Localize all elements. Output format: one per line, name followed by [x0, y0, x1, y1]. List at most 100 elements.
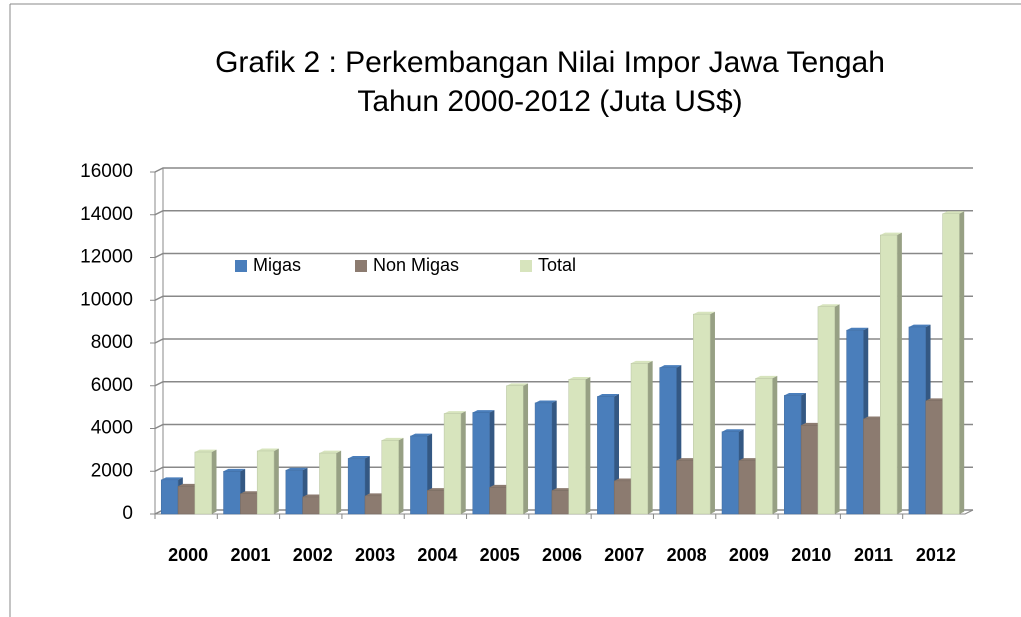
bar-face — [738, 458, 761, 461]
bar — [568, 376, 591, 515]
bar-face — [659, 367, 677, 515]
x-tick-label: 2003 — [355, 545, 395, 565]
bar-face — [161, 477, 183, 480]
x-tick-label: 2001 — [230, 545, 270, 565]
bar-face — [285, 469, 303, 515]
bar-face — [443, 413, 462, 515]
chart-title: Grafik 2 : Perkembangan Nilai Impor Jawa… — [215, 46, 885, 79]
bar-face — [472, 410, 495, 413]
bar-face — [846, 329, 864, 515]
bar-face — [863, 416, 886, 419]
bar-face — [959, 211, 965, 514]
bar-face — [585, 376, 591, 514]
bar-face — [908, 324, 931, 327]
bar-face — [274, 448, 279, 514]
x-tick-label: 2007 — [604, 545, 644, 565]
bar-face — [460, 411, 466, 514]
legend-label: Migas — [253, 255, 301, 275]
bar — [443, 411, 466, 515]
bar-face — [925, 398, 948, 401]
bar-face — [534, 402, 553, 515]
bar-face — [614, 478, 636, 481]
bar-face — [240, 493, 258, 515]
grid-line — [154, 252, 973, 259]
bar — [381, 437, 404, 515]
bar-face — [755, 378, 773, 515]
bar — [693, 311, 715, 515]
y-tick-label: 4000 — [91, 418, 133, 439]
bar — [817, 304, 840, 515]
bar-face — [364, 495, 383, 515]
bar-face — [178, 483, 200, 487]
bar-face — [925, 400, 943, 515]
bar-face — [659, 365, 682, 368]
x-tick-label: 2012 — [916, 545, 956, 565]
bar-face — [336, 450, 342, 514]
y-tick-label: 10000 — [80, 289, 133, 310]
bar-face — [693, 313, 711, 515]
bar-face — [908, 326, 926, 515]
chart-title: Tahun 2000-2012 (Juta US$) — [357, 85, 742, 118]
legend-swatch — [235, 260, 247, 272]
y-tick-label: 6000 — [91, 375, 133, 396]
x-tick-label: 2010 — [791, 545, 831, 565]
bar-face — [721, 431, 740, 515]
bar-face — [568, 379, 586, 515]
bar-face — [568, 376, 591, 380]
bar-face — [942, 213, 960, 515]
bar-face — [319, 450, 342, 454]
bar-face — [506, 385, 524, 515]
bar-face — [942, 211, 965, 214]
bar-face — [489, 484, 512, 488]
bar-face — [223, 468, 246, 472]
bar-face — [693, 311, 715, 315]
bar-face — [551, 400, 557, 514]
bar-face — [348, 456, 370, 459]
bar-face — [817, 306, 836, 515]
x-tick-label: 2004 — [417, 545, 457, 565]
legend-swatch — [355, 260, 367, 272]
bar-face — [722, 429, 744, 432]
bar-face — [551, 488, 574, 491]
bar-face — [880, 232, 902, 236]
bar-face — [177, 485, 196, 515]
legend-label: Total — [538, 255, 576, 275]
legend-label: Non Migas — [373, 255, 459, 275]
bar-face — [427, 490, 445, 515]
bar-face — [160, 479, 179, 515]
bar-face — [444, 411, 466, 414]
bar-face — [880, 234, 898, 515]
bar-face — [784, 395, 802, 515]
bar-face — [897, 232, 902, 514]
bar-face — [319, 452, 337, 515]
bar-face — [817, 304, 840, 307]
bar-face — [710, 311, 715, 514]
bar-face — [551, 490, 569, 515]
bar-face — [194, 451, 212, 515]
bar-face — [427, 488, 449, 491]
x-tick-label: 2000 — [168, 545, 208, 565]
bar — [534, 400, 557, 515]
x-tick-label: 2005 — [480, 545, 520, 565]
x-tick-label: 2002 — [293, 545, 333, 565]
bar-face — [364, 493, 387, 496]
bar-face — [302, 494, 325, 497]
bar-face — [240, 491, 262, 494]
bar-face — [257, 448, 279, 451]
legend-swatch — [520, 260, 532, 272]
bar — [256, 448, 279, 515]
bar-face — [597, 394, 620, 397]
bar-face — [381, 440, 399, 515]
bar — [942, 211, 965, 515]
bar-face — [800, 425, 819, 515]
bar-face — [223, 471, 241, 515]
bar — [506, 383, 529, 515]
grid-line — [154, 210, 973, 216]
bar-face — [472, 412, 490, 515]
bar-face — [863, 418, 881, 515]
bar-face — [256, 450, 275, 515]
bar-face — [506, 383, 529, 386]
bar-face — [613, 480, 632, 515]
y-tick-label: 0 — [122, 503, 133, 524]
